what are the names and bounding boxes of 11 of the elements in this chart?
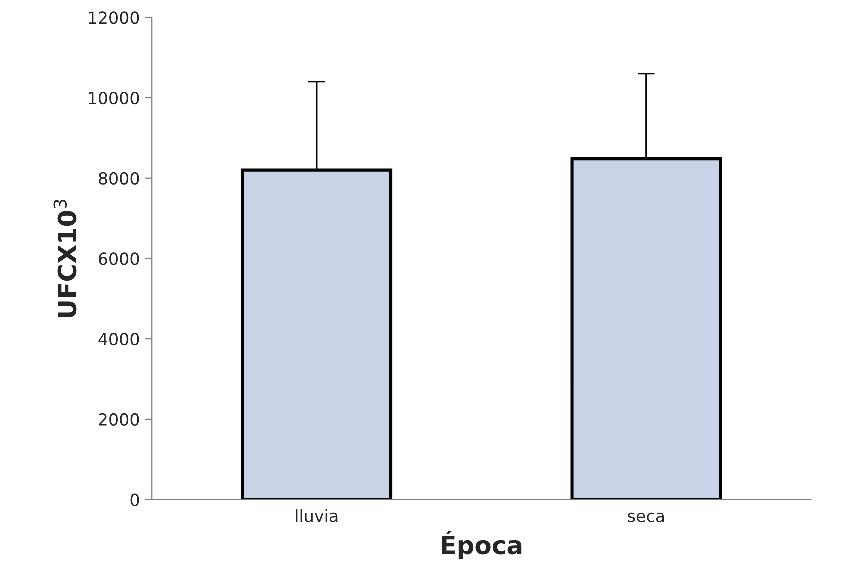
x-tick-label: seca [628,512,664,522]
y-tick-label: 8000 [99,172,140,185]
y-tick-label: 12000 [89,12,140,24]
x-axis-title: Época [442,531,522,560]
y-tick-label: 0 [130,494,140,506]
y-tick-label: 4000 [98,333,140,346]
y-tick-label: 10000 [89,92,140,105]
y-tick-label: 6000 [99,252,140,266]
y-tick-label: 2000 [99,413,140,426]
y-axis-title: UFCX10$^{3}$ [54,200,77,318]
x-tick-label: lluvia [296,510,338,522]
